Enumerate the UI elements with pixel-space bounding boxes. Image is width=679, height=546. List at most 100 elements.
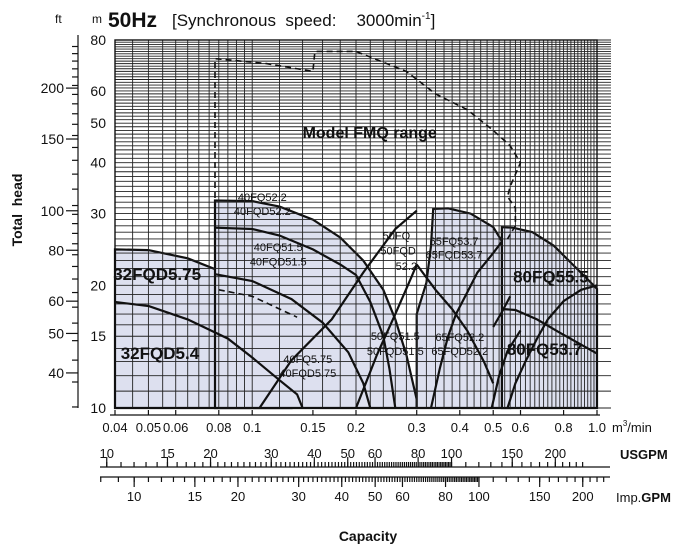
pump-label-50fqd51-5: 50FQD51.5 bbox=[367, 346, 424, 358]
y-axis-title: Total head bbox=[9, 174, 25, 247]
subtitle-prefix: [Synchronous speed: bbox=[172, 11, 336, 30]
m3-tick-label: 0.2 bbox=[347, 420, 365, 435]
pump-curve-1 bbox=[114, 300, 304, 409]
pump-label-52-2: 52.2 bbox=[396, 261, 417, 273]
m-tick-label: 50 bbox=[90, 115, 106, 131]
m-tick-label: 60 bbox=[90, 83, 106, 99]
ft-tick-label: 200 bbox=[41, 80, 65, 96]
subtitle-speed-exp: -1 bbox=[422, 11, 431, 22]
pump-curve-7 bbox=[415, 263, 495, 384]
usgpm-tick-label: 200 bbox=[544, 446, 566, 461]
usgpm-tick-label: 40 bbox=[307, 446, 321, 461]
usgpm-tick-label: 20 bbox=[203, 446, 217, 461]
pump-curve-2 bbox=[218, 289, 298, 318]
usgpm-tick-label: 50 bbox=[341, 446, 355, 461]
pump-curve-3 bbox=[214, 226, 397, 409]
pump-curves bbox=[114, 209, 598, 409]
impgpm-tick-label: 10 bbox=[127, 489, 141, 504]
pump-label-40fqd51-5: 40FQD51.5 bbox=[250, 256, 307, 268]
usgpm-tick-label: 15 bbox=[160, 446, 174, 461]
subtitle-speed: 3000min bbox=[356, 11, 421, 30]
m3-tick-label: 0.08 bbox=[206, 420, 231, 435]
pump-label-40fq52-2: 40FQ52.2 bbox=[238, 192, 287, 204]
pump-label-32fqd5-4: 32FQD5.4 bbox=[121, 344, 200, 363]
chart-title: 50Hz bbox=[108, 9, 157, 32]
m3-tick-label: 0.5 bbox=[484, 420, 502, 435]
ft-tick-label: 100 bbox=[41, 203, 65, 219]
usgpm-tick-label: 30 bbox=[264, 446, 278, 461]
ft-tick-label: 40 bbox=[48, 365, 64, 381]
pump-curve-9 bbox=[492, 295, 512, 328]
m3-tick-label: 0.04 bbox=[102, 420, 127, 435]
impgpm-tick-label: 100 bbox=[468, 489, 490, 504]
pump-label-65fq53-7: 65FQ53.7 bbox=[430, 236, 479, 248]
chart-axes: 0.04 0.05 0.06 0.08 0.1 0.15 0.2 0.3 0.4 0.5 0.6 0.… bbox=[41, 32, 610, 504]
pump-curve-5 bbox=[258, 209, 418, 409]
impgpm-tick-label: 20 bbox=[231, 489, 245, 504]
impgpm-tick-label: 30 bbox=[291, 489, 305, 504]
m3-tick-label: 0.6 bbox=[511, 420, 529, 435]
m3-tick-label: 0.15 bbox=[300, 420, 325, 435]
impgpm-tick-label: 50 bbox=[368, 489, 382, 504]
usgpm-tick-label: 150 bbox=[501, 446, 523, 461]
y-unit-ft: ft bbox=[55, 12, 62, 26]
usgpm-tick-label: 80 bbox=[411, 446, 425, 461]
impgpm-tick-label: 150 bbox=[529, 489, 551, 504]
pump-label-80fq55-5: 80FQ55.5 bbox=[513, 268, 589, 287]
x-unit-m3: m3/min bbox=[612, 419, 652, 435]
pump-label-40fqd52-2: 40FQD52.2 bbox=[234, 206, 291, 218]
m-tick-label: 30 bbox=[90, 206, 106, 222]
ft-tick-label: 80 bbox=[48, 242, 64, 258]
pump-curve-6 bbox=[354, 264, 418, 409]
pump-labels: 32FQD5.75 32FQD5.4 40FQ52.2 40FQD52.2 40FQ51… bbox=[113, 192, 589, 380]
x-unit-usgpm: USGPM bbox=[620, 447, 668, 462]
usgpm-tick-label: 10 bbox=[100, 446, 114, 461]
m-tick-label: 40 bbox=[90, 155, 106, 171]
m3-tick-label: 0.3 bbox=[408, 420, 426, 435]
pump-label-80fq53-7: 80FQ53.7 bbox=[507, 340, 583, 359]
usgpm-tick-label: 100 bbox=[441, 446, 463, 461]
m-tick-label: 15 bbox=[90, 328, 106, 344]
ft-tick-label: 60 bbox=[48, 293, 64, 309]
pump-curve-8 bbox=[429, 240, 503, 409]
pump-curve-11 bbox=[506, 284, 598, 409]
m3-tick-label: 0.05 bbox=[136, 420, 161, 435]
impgpm-tick-label: 40 bbox=[335, 489, 349, 504]
fmq-range-label: Model FMQ range bbox=[303, 125, 437, 142]
m3-tick-label: 0.4 bbox=[451, 420, 469, 435]
subtitle-suffix: ] bbox=[431, 11, 436, 30]
m3-tick-label: 1.0 bbox=[588, 420, 606, 435]
pump-curve-10 bbox=[501, 307, 598, 355]
impgpm-tick-label: 200 bbox=[572, 489, 594, 504]
usgpm-tick-label: 60 bbox=[368, 446, 382, 461]
y-unit-m: m bbox=[92, 12, 102, 26]
pump-curve-4 bbox=[214, 273, 372, 409]
m-tick-label: 20 bbox=[90, 277, 106, 293]
impgpm-tick-label: 80 bbox=[438, 489, 452, 504]
ft-tick-label: 50 bbox=[48, 325, 64, 341]
pump-label-32fqd5-75: 32FQD5.75 bbox=[113, 265, 201, 284]
pump-label-65fq52-2: 65FQ52.2 bbox=[435, 332, 484, 344]
pump-label-65fqd53-7: 65FQD53.7 bbox=[426, 249, 483, 261]
pump-label-50fqd: 50FQD bbox=[380, 246, 416, 258]
impgpm-tick-label: 60 bbox=[395, 489, 409, 504]
pump-label-40fqd5-75: 40FQD5.75 bbox=[279, 368, 336, 380]
pump-label-40fq51-5: 40FQ51.5 bbox=[254, 242, 303, 254]
m3-tick-label: 0.1 bbox=[243, 420, 261, 435]
chart-subtitle: [Synchronous speed: 3000min-1] bbox=[172, 11, 435, 30]
pump-label-65fqd52-2: 65FQD52.2 bbox=[431, 346, 488, 358]
m-tick-label: 10 bbox=[90, 400, 106, 416]
impgpm-tick-label: 15 bbox=[188, 489, 202, 504]
fmq-range-line bbox=[214, 50, 522, 408]
fmq-range-boundary bbox=[214, 50, 522, 408]
m3-tick-label: 0.06 bbox=[163, 420, 188, 435]
x-axis-title: Capacity bbox=[339, 528, 398, 544]
ft-tick-label: 150 bbox=[41, 131, 65, 147]
pump-label-50fq: 50FQ bbox=[383, 231, 411, 243]
pump-curve-12 bbox=[490, 329, 522, 409]
m-tick-label: 80 bbox=[90, 32, 106, 48]
pump-label-50fq51-5: 50FQ51.5 bbox=[371, 331, 420, 343]
x-unit-impgpm: Imp.GPM bbox=[616, 490, 671, 505]
pump-label-40fq5-75: 40FQ5.75 bbox=[283, 354, 332, 366]
